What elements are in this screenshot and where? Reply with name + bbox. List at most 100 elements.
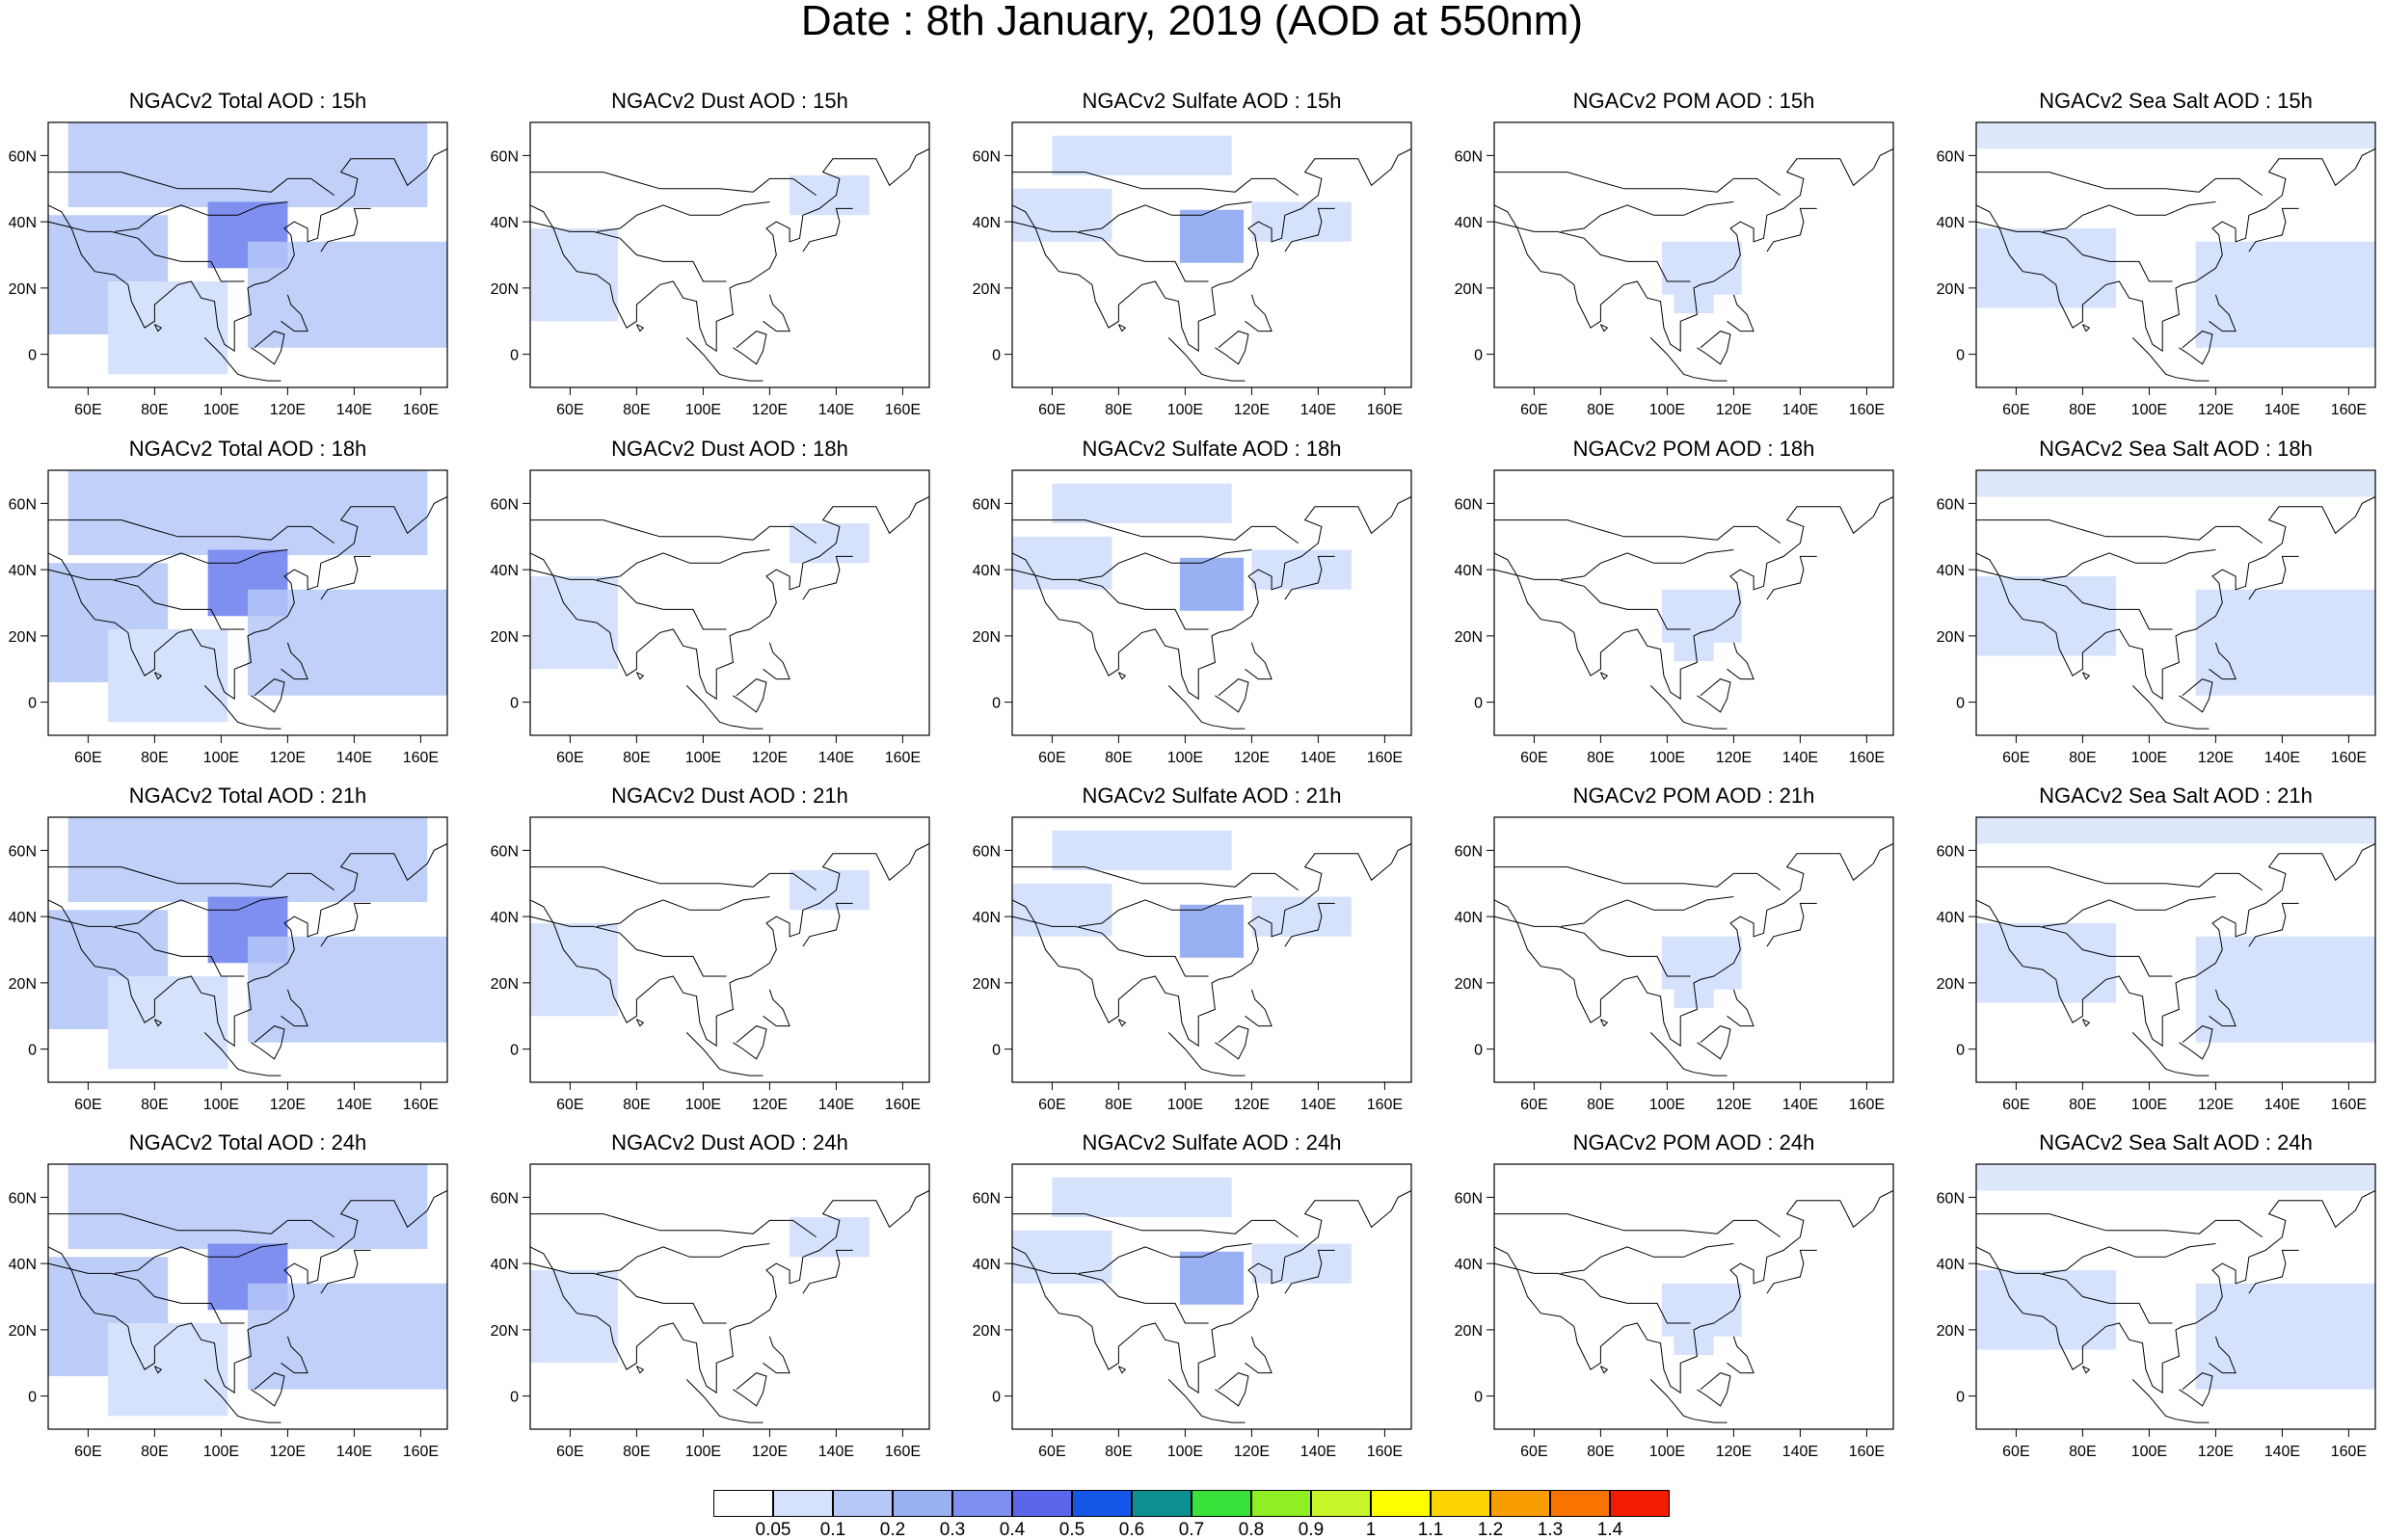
coastline [48,172,335,197]
coastline [1011,569,1209,630]
coastline [1117,1019,1127,1027]
coastline [2179,1372,2213,1407]
panel-title: NGACv2 Sulfate AOD : 21h [1082,783,1342,808]
coastline [203,685,281,730]
lon-tick-label: 60E [556,402,583,418]
map-panel: 60E 80E 100E 120E 140E 160E 60N 40N 20N 0 [9,816,448,1113]
map-frame [529,121,930,388]
coastline [1975,569,2173,630]
coastline [1649,685,1728,730]
map-panel: 60E 80E 100E 120E 140E 160E 60N 40N 20N 0 [491,816,930,1113]
lat-tick-label: 0 [1956,1043,1965,1059]
map-frame [1011,469,1412,736]
coastline [2179,678,2213,713]
coastline [1727,989,1755,1027]
panel-title: NGACv2 Dust AOD : 21h [611,783,848,808]
coastline [2248,1249,2299,1294]
lat-tick-label: 0 [1956,1390,1965,1406]
lat-tick-label: 0 [28,348,37,364]
coastline [114,896,288,927]
coastline [1599,672,1609,680]
lon-tick-label: 100E [685,402,721,418]
lon-tick-label: 80E [623,402,650,418]
lat-tick-label: 20N [1937,1323,1965,1340]
lat-tick-label: 20N [1455,281,1483,298]
coastline [530,1213,817,1238]
aod-field-region [1976,228,2116,308]
colorbar-swatch [713,1490,773,1517]
map-frame [1493,121,1894,388]
panel-title: NGACv2 Sulfate AOD : 24h [1082,1130,1342,1155]
aod-field-region [67,1164,428,1249]
coastline [1975,916,2173,977]
lon-tick-label: 60E [1520,750,1547,766]
lon-tick-label: 100E [203,402,239,418]
panel-title: NGACv2 Sea Salt AOD : 21h [2039,783,2313,808]
panel-title: NGACv2 POM AOD : 18h [1572,437,1815,461]
coastline [1167,1379,1246,1423]
coastline [1493,1190,1894,1394]
lat-tick-label: 0 [1956,696,1965,712]
coastline [1975,1262,2173,1324]
aod-field-region [1179,1251,1245,1305]
map-frame [1975,121,2376,388]
map-panel: 60E 80E 100E 120E 140E 160E 60N 40N 20N 0 [1937,1163,2376,1460]
lat-tick-label: 20N [973,976,1001,993]
coastline [2209,1336,2237,1374]
lon-tick-label: 100E [2131,1444,2167,1460]
map-frame [1493,1163,1894,1430]
coastline [1215,1025,1249,1060]
lat-tick-label: 60N [9,496,37,513]
colorbar-label: 0.6 [1118,1520,1145,1540]
panel-title: NGACv2 POM AOD : 15h [1572,89,1815,113]
lat-tick-label: 40N [9,1257,37,1273]
lon-tick-label: 140E [1300,1097,1336,1113]
lat-tick-label: 60N [1937,843,1965,860]
map-frame [529,1163,930,1430]
coastline [1284,902,1335,947]
aod-field-region [248,241,447,348]
aod-field-region [1052,1177,1232,1217]
lon-tick-label: 160E [2331,1097,2367,1113]
coastline [2248,207,2299,252]
coastline [2081,1366,2091,1374]
coastline [1493,148,1894,353]
coastline [733,331,767,365]
lon-tick-label: 120E [1716,1097,1752,1113]
lat-tick-label: 20N [491,281,519,298]
aod-field-region [1674,1323,1714,1355]
coastline [1012,519,1299,544]
coastline [1012,866,1299,891]
map-panel: 60E 80E 100E 120E 140E 160E 60N 40N 20N 0 [1455,121,1894,418]
coastline [802,902,853,947]
coastline [635,1019,645,1027]
coastline [1012,1213,1299,1238]
coastline [2248,902,2299,947]
lat-tick-label: 60N [1937,148,1965,165]
lat-tick-label: 20N [9,629,37,646]
lon-tick-label: 160E [1849,1097,1885,1113]
aod-field-region [1674,629,1714,661]
lon-tick-label: 80E [141,402,168,418]
lon-tick-label: 140E [1782,402,1818,418]
aod-field-region [248,589,447,696]
lon-tick-label: 100E [203,750,239,766]
coastline [1766,1249,1817,1294]
lat-tick-label: 40N [973,1257,1001,1273]
coastline [251,331,285,365]
lat-tick-label: 0 [1474,1390,1483,1406]
coastline [320,207,371,252]
coastline [763,1336,790,1374]
lat-tick-label: 0 [1474,696,1483,712]
lat-tick-label: 20N [973,629,1001,646]
coastline [251,1025,285,1060]
lat-tick-label: 20N [1455,629,1483,646]
lon-tick-label: 100E [1167,1444,1203,1460]
colorbar-label: 1.2 [1477,1520,1504,1540]
map-panel: 60E 80E 100E 120E 140E 160E 60N 40N 20N 0 [491,121,930,418]
map-frame [1011,121,1412,388]
coastline [251,1372,285,1407]
aod-field-region [1052,830,1232,870]
lat-tick-label: 40N [1937,215,1965,231]
lat-tick-label: 40N [1937,910,1965,926]
